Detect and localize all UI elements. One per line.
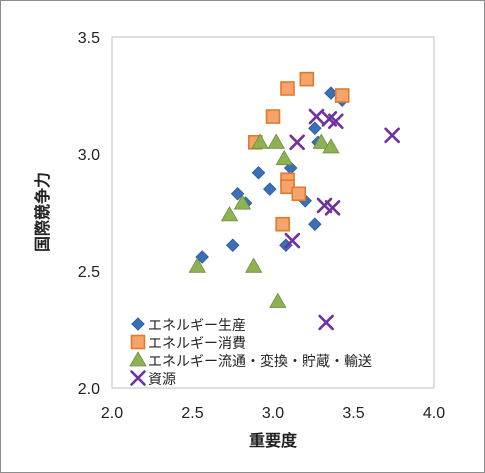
- y-tick-label: 2.0: [78, 381, 100, 398]
- x-data-point: [308, 108, 325, 125]
- x-tick-label: 2.0: [101, 405, 123, 422]
- plot-area: [111, 36, 435, 389]
- square-data-point: [299, 71, 315, 87]
- diamond-data-point: [225, 238, 240, 253]
- y-tick-label: 3.5: [78, 30, 100, 47]
- diamond-data-point: [251, 165, 266, 180]
- legend-triangle-marker: [129, 351, 147, 367]
- legend-label: 資源: [148, 372, 176, 388]
- x-data-point: [289, 134, 305, 151]
- square-data-point: [334, 88, 350, 103]
- triangle-data-point: [267, 133, 285, 149]
- square-data-point: [265, 109, 281, 124]
- x-data-point: [284, 232, 301, 249]
- legend-x-marker: [130, 370, 146, 386]
- data-points: [188, 71, 400, 331]
- x-data-point: [384, 127, 400, 144]
- square-data-point: [275, 216, 290, 232]
- y-axis-title: 国際競争力: [33, 172, 52, 252]
- y-tick-label: 3.0: [78, 147, 100, 164]
- diamond-data-point: [230, 187, 245, 201]
- triangle-data-point: [244, 257, 263, 273]
- x-data-point: [318, 314, 334, 331]
- diamond-data-point: [263, 182, 277, 196]
- legend-label: エネルギー生産: [148, 318, 246, 334]
- triangle-data-point: [312, 133, 330, 149]
- triangle-data-point: [233, 194, 252, 210]
- triangle-data-point: [275, 149, 293, 166]
- diamond-data-point: [195, 250, 209, 264]
- triangle-data-point: [251, 133, 269, 149]
- square-data-point: [291, 186, 307, 202]
- x-data-point: [327, 113, 344, 130]
- square-data-point: [280, 81, 295, 96]
- triangle-data-point: [322, 138, 340, 154]
- diamond-data-point: [308, 217, 322, 231]
- diamond-data-point: [308, 121, 322, 136]
- triangle-data-point: [220, 206, 239, 222]
- x-axis-title: 重要度: [249, 431, 298, 450]
- x-data-point: [324, 200, 341, 216]
- x-tick-label: 4.0: [423, 405, 445, 422]
- y-tick-label: 2.5: [78, 264, 100, 281]
- x-tick-label: 3.5: [342, 405, 364, 422]
- legend-label: エネルギー消費: [148, 336, 246, 352]
- legend-label: エネルギー流通・変換・貯蔵・輸送: [148, 353, 372, 370]
- legend-diamond-marker: [131, 317, 145, 331]
- x-tick-label: 3.0: [262, 405, 284, 422]
- triangle-data-point: [269, 292, 287, 308]
- legend-square-marker: [130, 334, 146, 350]
- axis-ticks: 2.0 2.5 3.0 3.5 4.0 2.0 2.5 3.0 3.5: [78, 30, 445, 422]
- x-tick-label: 2.5: [181, 405, 203, 422]
- triangle-data-point: [188, 257, 207, 273]
